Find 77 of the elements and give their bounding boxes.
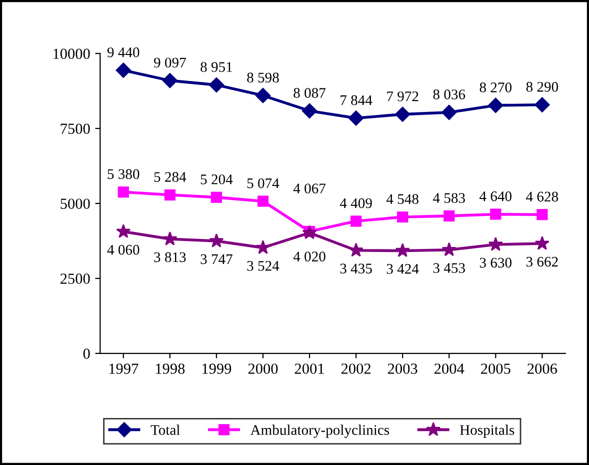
point: [302, 103, 318, 118]
data-label: 8 951: [200, 62, 232, 72]
data-label: 4 067: [293, 184, 326, 194]
data-label: 8 270: [480, 82, 512, 92]
data-label: 8 087: [294, 88, 326, 98]
point: [164, 189, 176, 200]
x-tick-label: 2006: [528, 364, 557, 374]
point: [162, 72, 178, 88]
y-tick-label: 0: [83, 348, 90, 359]
y-tick-label: 2500: [60, 274, 90, 284]
data-label: 4 583: [432, 193, 465, 203]
data-label: 5 074: [247, 178, 280, 188]
data-label: 4 628: [526, 192, 558, 202]
point: [444, 210, 455, 222]
x-tick-label: 2001: [294, 364, 324, 374]
data-label: 8 290: [526, 82, 558, 92]
data-label: 3 453: [433, 263, 465, 273]
point: [442, 104, 457, 120]
point: [348, 110, 364, 126]
data-label: 4 020: [293, 252, 326, 262]
point: [534, 97, 550, 112]
data-label: 4 060: [107, 244, 140, 255]
point: [350, 216, 362, 227]
data-label: 3 524: [247, 261, 280, 271]
data-label: 3 662: [526, 256, 558, 267]
y-tick-label: 7500: [60, 124, 90, 134]
y-tick-label: 10000: [54, 48, 90, 59]
point: [395, 243, 410, 258]
point: [118, 186, 129, 198]
data-label: 5 284: [154, 172, 186, 182]
point: [395, 106, 410, 122]
x-tick-label: 2000: [248, 364, 278, 374]
point: [257, 196, 269, 207]
x-tick-label: 2002: [341, 364, 370, 374]
point: [116, 224, 131, 238]
data-label: 5 380: [108, 169, 140, 180]
data-label: 8 598: [247, 72, 279, 83]
data-label: 3 630: [480, 258, 512, 268]
data-label: 4 640: [480, 191, 512, 202]
point: [255, 88, 271, 104]
x-tick-label: 2004: [434, 364, 464, 374]
x-tick-label: 2003: [388, 364, 418, 374]
point: [208, 77, 224, 93]
data-label: 8 036: [433, 90, 466, 100]
legend-label: Hospitals: [460, 424, 514, 438]
data-label: 9 097: [154, 58, 186, 68]
point: [302, 225, 317, 240]
y-tick-label: 5000: [60, 198, 90, 209]
point: [490, 208, 502, 220]
data-label: 3 813: [154, 252, 186, 262]
point: [256, 240, 270, 254]
point: [536, 209, 548, 220]
x-tick-label: 1998: [156, 364, 185, 374]
data-label: 3 435: [340, 264, 372, 274]
data-label: 3 424: [386, 264, 419, 274]
data-label: 5 204: [200, 174, 233, 184]
data-label: 9 440: [107, 47, 140, 58]
point: [488, 236, 503, 251]
data-label: 7 844: [340, 95, 372, 106]
x-tick-label: 1997: [109, 364, 138, 374]
point: [397, 211, 408, 223]
legend-label: Ambulatory-polyclinics: [250, 424, 390, 438]
point: [162, 231, 178, 246]
point: [210, 192, 222, 203]
data-label: 7 972: [387, 91, 418, 102]
data-label: 4 548: [386, 194, 418, 204]
point: [209, 233, 224, 248]
point: [442, 242, 456, 256]
data-label: 4 409: [340, 198, 372, 208]
point: [534, 236, 550, 250]
x-tick-label: 1999: [202, 364, 232, 374]
legend-label: Total: [150, 424, 180, 435]
point: [116, 62, 131, 78]
x-tick-label: 2005: [481, 364, 510, 374]
point: [348, 242, 364, 257]
point: [488, 98, 504, 113]
data-label: 3 747: [200, 254, 232, 264]
